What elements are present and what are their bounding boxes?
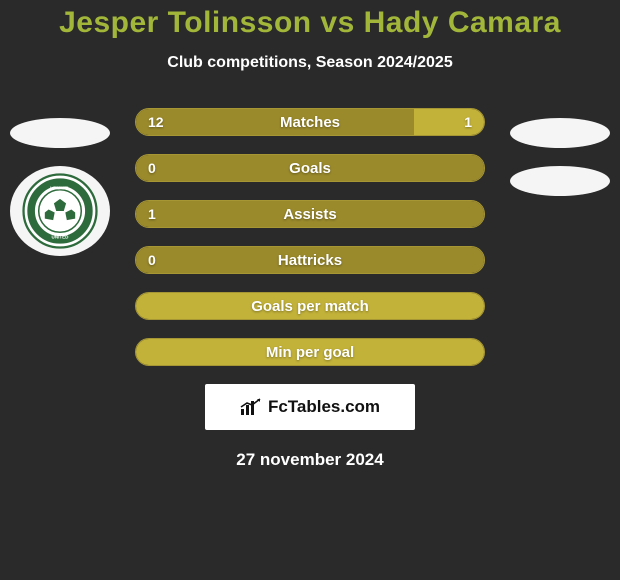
bar-value-left: 12 [148, 109, 164, 135]
svg-text:LOMMEL: LOMMEL [50, 186, 70, 191]
left-player-photo-placeholder [10, 118, 110, 148]
page-title: Jesper Tolinsson vs Hady Camara [0, 6, 620, 40]
svg-text:UNITED: UNITED [52, 234, 70, 239]
stat-bar: Goals0 [135, 154, 485, 182]
left-club-badge: LOMMEL UNITED [10, 166, 110, 256]
stat-bar: Hattricks0 [135, 246, 485, 274]
bar-label: Assists [136, 201, 484, 227]
right-club-placeholder [510, 166, 610, 196]
bar-label: Hattricks [136, 247, 484, 273]
left-player-column: LOMMEL UNITED [5, 108, 115, 256]
date-label: 27 november 2024 [0, 450, 620, 470]
bar-value-left: 0 [148, 155, 156, 181]
comparison-card: Jesper Tolinsson vs Hady Camara Club com… [0, 0, 620, 470]
stat-bars: Matches121Goals0Assists1Hattricks0Goals … [135, 108, 485, 366]
stat-bar: Goals per match [135, 292, 485, 320]
bar-label: Min per goal [136, 339, 484, 365]
bar-value-left: 0 [148, 247, 156, 273]
stat-bar: Assists1 [135, 200, 485, 228]
stat-bar: Matches12 1 [135, 108, 485, 136]
bar-label: Matches [136, 109, 484, 135]
lommel-badge-icon: LOMMEL UNITED [22, 173, 98, 249]
bar-label: Goals [136, 155, 484, 181]
bar-label: Goals per match [136, 293, 484, 319]
brand-badge: FcTables.com [205, 384, 415, 430]
main-row: LOMMEL UNITED Matches121Goals0Assists1Ha… [0, 108, 620, 366]
brand-text: FcTables.com [268, 397, 380, 417]
bar-value-right: 1 [464, 109, 472, 135]
subtitle: Club competitions, Season 2024/2025 [0, 54, 620, 72]
right-player-column [505, 108, 615, 196]
right-player-photo-placeholder [510, 118, 610, 148]
bar-value-left: 1 [148, 201, 156, 227]
stat-bar: Min per goal [135, 338, 485, 366]
brand-chart-icon [240, 398, 262, 416]
